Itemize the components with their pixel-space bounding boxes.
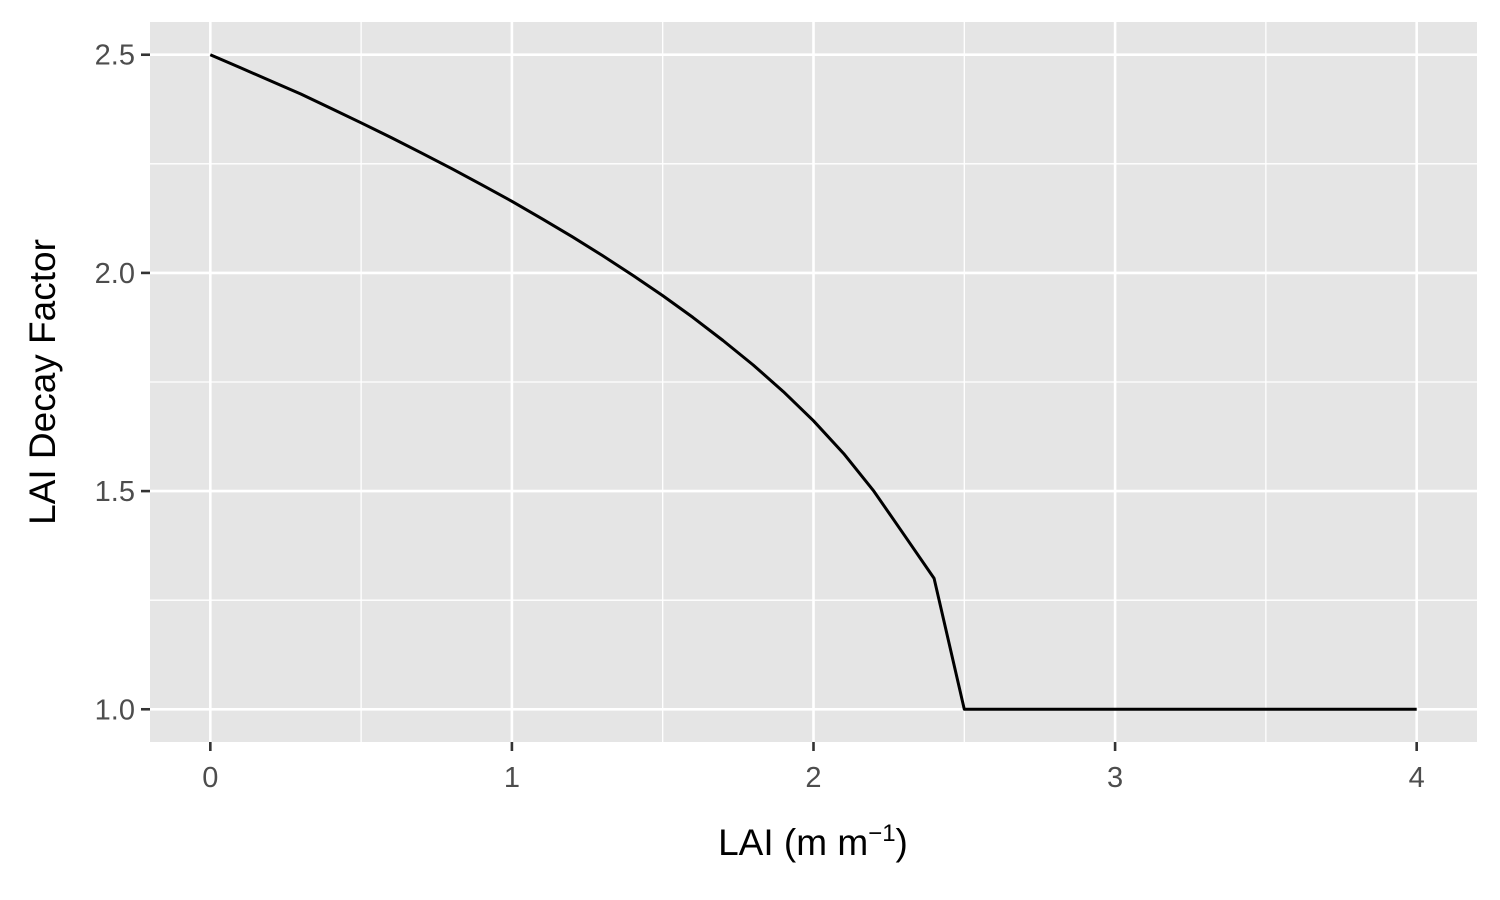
y-tick-label: 1.5 [95, 476, 135, 508]
x-axis: 0 1 2 3 4 [202, 742, 1425, 794]
x-axis-title-superscript: −1 [868, 820, 895, 847]
x-tick-label: 3 [1107, 762, 1123, 794]
x-axis-title: LAI (m m−1) [718, 820, 908, 863]
series-line-0 [209, 53, 1417, 711]
x-tick-label: 1 [504, 762, 520, 794]
y-axis-title: LAI Decay Factor [22, 239, 63, 525]
y-axis: 1.0 1.5 2.0 2.5 [95, 40, 150, 726]
x-axis-title-close: ) [896, 822, 908, 863]
x-tick-label: 4 [1409, 762, 1425, 794]
x-tick-label: 2 [805, 762, 821, 794]
y-tick-label: 2.0 [95, 258, 135, 290]
x-axis-title-main: LAI (m m [718, 822, 868, 863]
major-grid [150, 22, 1477, 742]
series-group [209, 53, 1417, 711]
x-tick-label: 0 [202, 762, 218, 794]
y-tick-label: 2.5 [95, 40, 135, 72]
y-tick-label: 1.0 [95, 694, 135, 726]
